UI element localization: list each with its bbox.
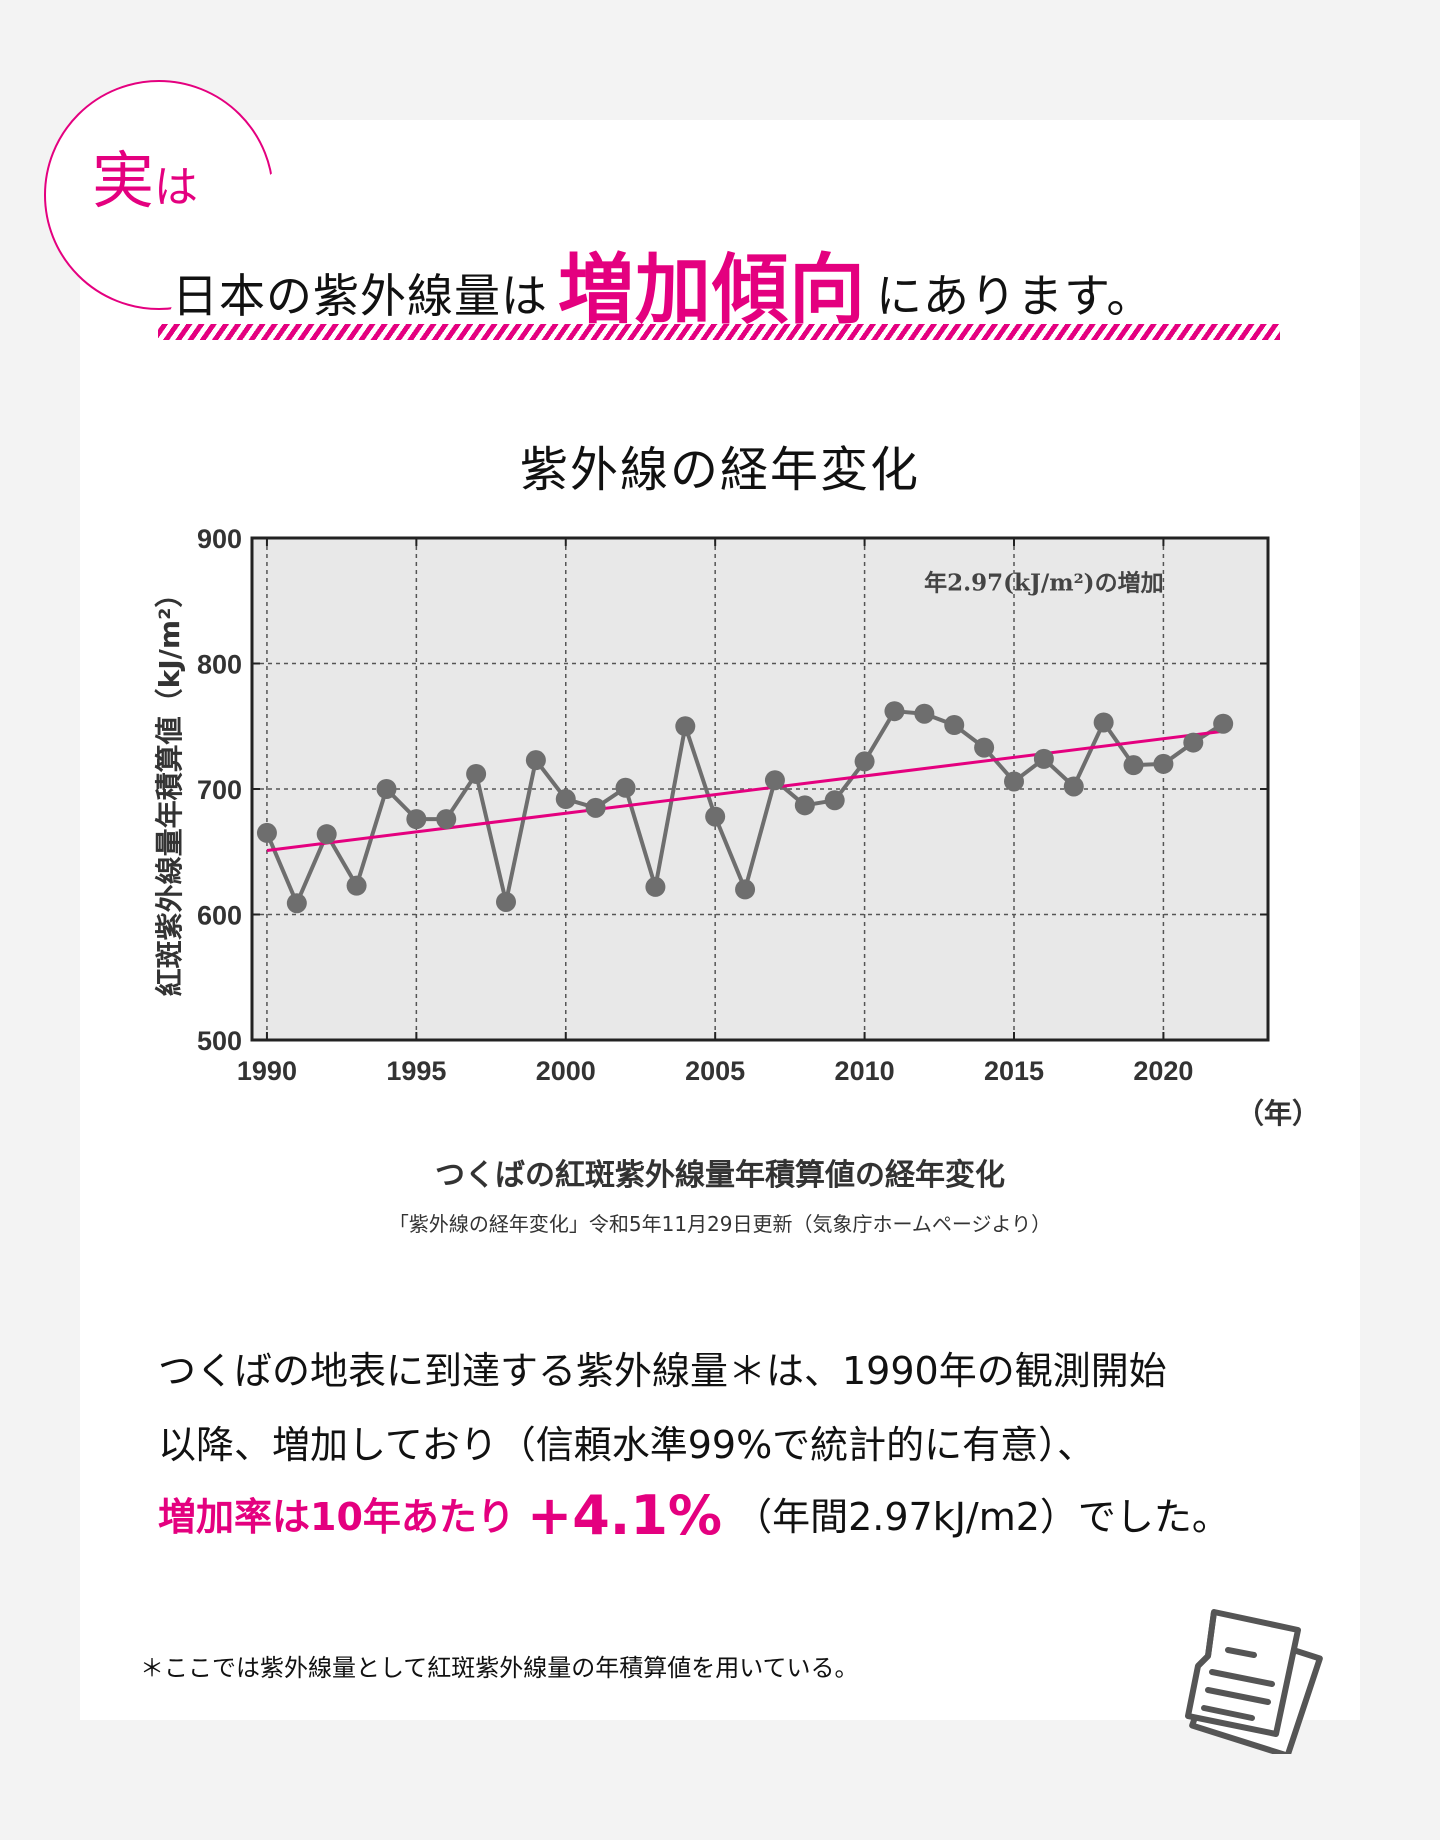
x-tick-label: 2020 bbox=[1133, 1056, 1193, 1086]
source-note: 「紫外線の経年変化」令和5年11月29日更新（気象庁ホームページより） bbox=[388, 1212, 1052, 1236]
trend-line bbox=[266, 729, 1224, 852]
chart-caption: つくばの紅斑紫外線量年積算値の経年変化 bbox=[435, 1158, 1005, 1193]
data-point bbox=[1004, 771, 1024, 792]
data-point bbox=[1033, 748, 1054, 769]
document-icon bbox=[1185, 1609, 1323, 1754]
headline-pre: 日本の紫外線量は bbox=[172, 269, 548, 323]
data-point bbox=[496, 891, 516, 912]
data-point bbox=[675, 716, 696, 737]
y-tick-label: 900 bbox=[197, 524, 242, 554]
badge-big-char: 実 bbox=[92, 144, 155, 217]
data-point bbox=[764, 770, 785, 791]
rate-label: 増加率は10年あたり bbox=[158, 1495, 515, 1539]
data-point bbox=[615, 777, 636, 798]
data-point bbox=[914, 703, 935, 724]
data-point bbox=[735, 879, 756, 900]
plot-frame bbox=[250, 536, 1270, 1042]
rate-value: +4.1% bbox=[526, 1484, 722, 1547]
data-point bbox=[1123, 755, 1144, 776]
data-point bbox=[585, 797, 606, 818]
footnote: ＊ここでは紫外線量として紅斑紫外線量の年積算値を用いている。 bbox=[140, 1654, 859, 1682]
headline-post: にあります。 bbox=[876, 269, 1154, 323]
x-axis-unit: （年） bbox=[1236, 1097, 1321, 1130]
data-point bbox=[286, 893, 307, 914]
data-point bbox=[974, 737, 995, 758]
x-tick-label: 2010 bbox=[835, 1056, 895, 1086]
data-point bbox=[944, 714, 965, 735]
data-point bbox=[525, 750, 546, 771]
data-point bbox=[1063, 776, 1084, 797]
x-tick-label: 1990 bbox=[237, 1056, 297, 1086]
data-point bbox=[406, 809, 427, 830]
headline-accent: 増加傾向 bbox=[558, 245, 866, 334]
data-point bbox=[884, 701, 905, 722]
y-tick-label: 600 bbox=[197, 901, 242, 931]
body-line-1: つくばの地表に到達する紫外線量＊は、1990年の観測開始 bbox=[158, 1349, 1167, 1393]
data-point bbox=[794, 795, 815, 816]
data-point bbox=[705, 806, 726, 827]
data-point bbox=[645, 876, 666, 897]
data-point bbox=[466, 763, 487, 784]
data-point bbox=[256, 822, 277, 843]
data-point bbox=[376, 779, 397, 799]
rate-detail: （年間2.97kJ/m2）でした。 bbox=[734, 1495, 1230, 1539]
badge-small-char: は bbox=[154, 162, 199, 213]
headline: 日本の紫外線量は 増加傾向 にあります。 bbox=[172, 228, 1153, 338]
y-tick-label: 700 bbox=[197, 775, 242, 805]
data-point bbox=[824, 790, 845, 811]
y-tick-label: 800 bbox=[197, 650, 242, 680]
data-point bbox=[346, 875, 367, 896]
headline-underline-stripe bbox=[158, 324, 1280, 340]
body-line-3: 増加率は10年あたり +4.1% （年間2.97kJ/m2）でした。 bbox=[158, 1484, 1230, 1547]
data-point bbox=[854, 751, 875, 772]
trend-annotation: 年2.97(kJ/m²)の増加 bbox=[924, 570, 1163, 597]
data-point bbox=[1183, 732, 1204, 753]
chart-heading: 紫外線の経年変化 bbox=[519, 442, 920, 498]
data-point bbox=[436, 809, 457, 830]
x-tick-label: 2005 bbox=[685, 1056, 745, 1086]
body-line-2: 以降、増加しており（信頼水準99%で統計的に有意）、 bbox=[158, 1423, 1096, 1467]
data-point bbox=[1093, 712, 1114, 733]
x-tick-label: 1995 bbox=[386, 1056, 446, 1086]
x-tick-label: 2000 bbox=[536, 1056, 596, 1086]
data-point bbox=[1213, 713, 1234, 734]
x-tick-label: 2015 bbox=[984, 1056, 1044, 1086]
data-point bbox=[555, 789, 576, 810]
y-tick-label: 500 bbox=[197, 1026, 242, 1056]
data-point bbox=[316, 824, 337, 845]
data-point bbox=[1153, 753, 1174, 774]
badge-label: 実は bbox=[92, 130, 198, 220]
